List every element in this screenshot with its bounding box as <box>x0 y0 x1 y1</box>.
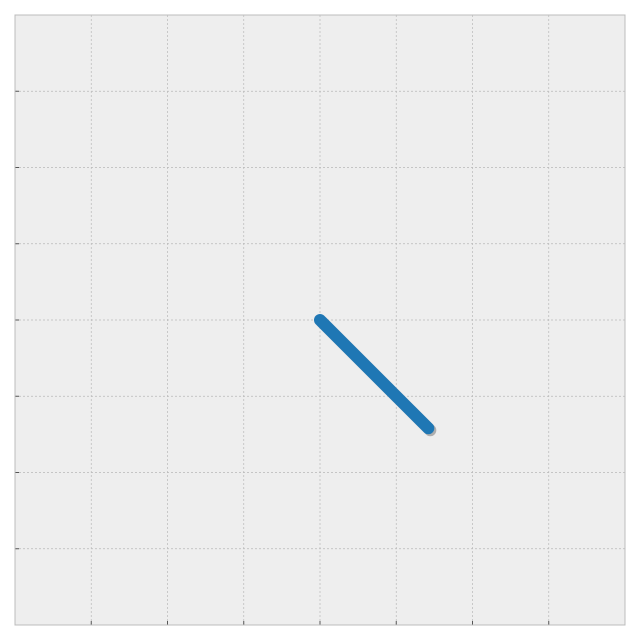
plot-frame <box>14 14 626 626</box>
axis-ticks <box>15 90 550 625</box>
series-line <box>314 314 435 435</box>
series-layer <box>314 314 437 437</box>
